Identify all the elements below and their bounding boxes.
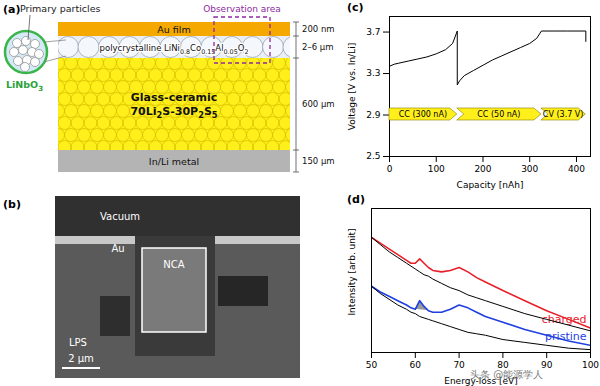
svg-text:2 μm: 2 μm [68, 353, 94, 364]
svg-text:200 nm: 200 nm [302, 24, 335, 34]
svg-text:NCA: NCA [163, 259, 184, 270]
svg-text:3.3: 3.3 [366, 68, 380, 78]
svg-text:Primary particles: Primary particles [20, 3, 101, 14]
svg-text:charged: charged [541, 312, 587, 326]
html-text:头条 @能源学人: 头条 @能源学人 [470, 369, 544, 380]
svg-text:300: 300 [521, 164, 538, 174]
html-text:Intensity [arb. unit]: Intensity [arb. unit] [347, 228, 357, 316]
svg-text:CC (50 nA): CC (50 nA) [477, 110, 520, 119]
svg-text:Vacuum: Vacuum [100, 211, 140, 222]
svg-text:80: 80 [497, 360, 509, 370]
svg-text:Energy-loss [eV]: Energy-loss [eV] [444, 375, 518, 386]
svg-text:200: 200 [474, 164, 491, 174]
svg-text:Capacity [nAh]: Capacity [nAh] [457, 180, 524, 190]
svg-text:Observation area: Observation area [203, 4, 281, 14]
svg-text:Voltage [V vs. In/Li]: Voltage [V vs. In/Li] [347, 43, 357, 130]
svg-text:Glass-ceramic: Glass-ceramic [131, 91, 217, 104]
svg-text:90: 90 [541, 360, 553, 370]
svg-text:600 μm: 600 μm [302, 99, 335, 109]
svg-text:Au film: Au film [157, 24, 190, 35]
svg-text:70: 70 [453, 360, 465, 370]
svg-text:2.5: 2.5 [366, 151, 380, 161]
svg-text:2.9: 2.9 [366, 110, 381, 120]
svg-text:CC (300 nA): CC (300 nA) [399, 110, 447, 119]
svg-text:2–6 μm: 2–6 μm [302, 42, 333, 52]
html-text:(d): (d) [347, 193, 365, 206]
svg-text:100: 100 [428, 164, 445, 174]
svg-text:pristine: pristine [545, 330, 587, 343]
svg-text:50: 50 [366, 360, 378, 370]
svg-text:polycrystalline LiNi0.8Co0.15A: polycrystalline LiNi0.8Co0.15Al0.05O2 [100, 43, 249, 56]
html-text:(c): (c) [347, 1, 364, 14]
svg-text:In/Li metal: In/Li metal [149, 156, 199, 167]
svg-text:70Li2S-30P2S5: 70Li2S-30P2S5 [130, 105, 217, 120]
svg-text:CV (3.7 V): CV (3.7 V) [543, 110, 584, 119]
svg-text:(b): (b) [3, 198, 21, 211]
svg-text:3.7: 3.7 [366, 27, 380, 37]
svg-text:100: 100 [582, 360, 599, 370]
svg-text:(a): (a) [3, 3, 20, 16]
svg-text:Au: Au [111, 243, 124, 254]
svg-text:60: 60 [410, 360, 422, 370]
svg-text:0: 0 [387, 164, 393, 174]
svg-text:LPS: LPS [69, 337, 87, 348]
svg-text:150 μm: 150 μm [302, 156, 335, 166]
svg-text:LiNbO3: LiNbO3 [6, 79, 43, 93]
svg-text:400: 400 [568, 164, 585, 174]
